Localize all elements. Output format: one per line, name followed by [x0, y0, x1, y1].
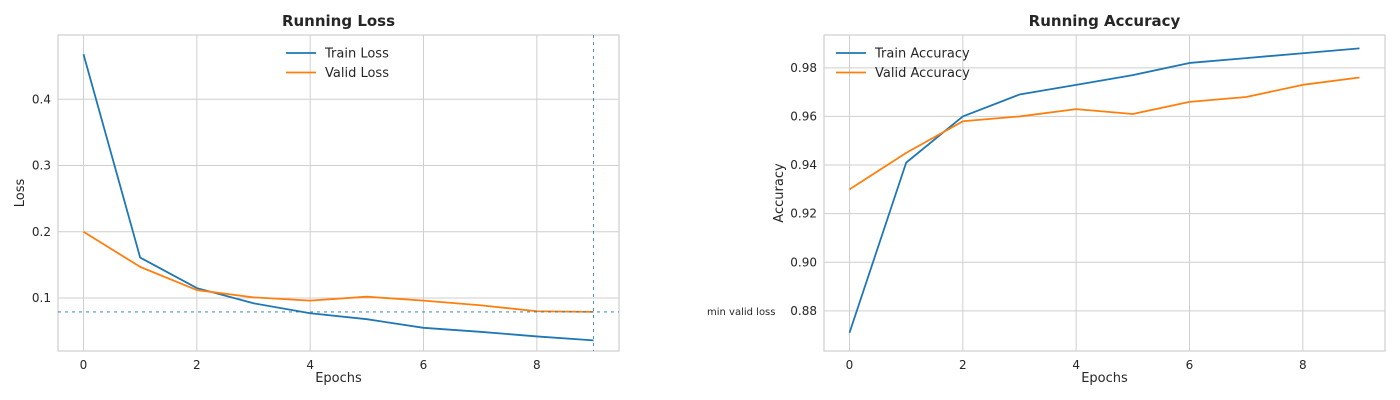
y-tick-label: 0.88 [790, 304, 817, 318]
y-tick-label: 0.4 [32, 92, 51, 106]
y-tick-label: 0.94 [790, 158, 817, 172]
chart-title: Running Loss [282, 12, 395, 30]
y-tick-label: 0.1 [32, 291, 51, 305]
series-line-valid-accuracy [849, 76, 1360, 191]
y-axis-label: Loss [13, 179, 28, 208]
y-tick-label: 0.90 [790, 255, 817, 269]
legend-label: Train Accuracy [874, 47, 970, 62]
y-tick-label: 0.2 [32, 225, 51, 239]
y-tick-label: 0.96 [790, 109, 817, 123]
x-tick-label: 0 [80, 358, 88, 372]
y-axis-label: Accuracy [772, 163, 787, 223]
x-tick-label: 4 [1072, 358, 1080, 372]
plot-area [58, 35, 619, 351]
chart-title: Running Accuracy [1029, 12, 1181, 30]
x-tick-label: 0 [846, 358, 854, 372]
x-axis-label: Epochs [315, 371, 362, 386]
y-tick-label: 0.3 [32, 159, 51, 173]
y-tick-label: 0.98 [790, 61, 817, 75]
series-line-train-accuracy [848, 47, 1360, 334]
accuracy-chart: 0 2 4 6 8 0.88 0.90 0.92 0.94 0.96 0.98 Running Acc… [772, 12, 1386, 386]
legend-label: Valid Loss [325, 66, 389, 81]
legend-label: Train Loss [324, 47, 389, 62]
loss-chart: 0 2 4 6 8 0.1 0.2 0.3 0.4 Running Loss Epochs Loss T… [13, 12, 620, 386]
plot-area [824, 35, 1385, 351]
legend-label: Valid Accuracy [875, 66, 970, 81]
series-line-valid-loss [83, 230, 594, 313]
x-tick-label: 6 [420, 358, 428, 372]
x-tick-label: 4 [306, 358, 314, 372]
x-tick-label: 2 [193, 358, 201, 372]
x-axis-label: Epochs [1081, 371, 1128, 386]
x-tick-label: 2 [959, 358, 967, 372]
y-tick-label: 0.92 [790, 207, 817, 221]
min-valid-loss-annotation: min valid loss [707, 307, 775, 318]
x-tick-label: 8 [1299, 358, 1307, 372]
x-tick-label: 6 [1186, 358, 1194, 372]
plot-frame [57, 34, 620, 352]
x-tick-label: 8 [533, 358, 541, 372]
plot-frame [823, 34, 1386, 352]
series-line-train-loss [82, 53, 594, 342]
